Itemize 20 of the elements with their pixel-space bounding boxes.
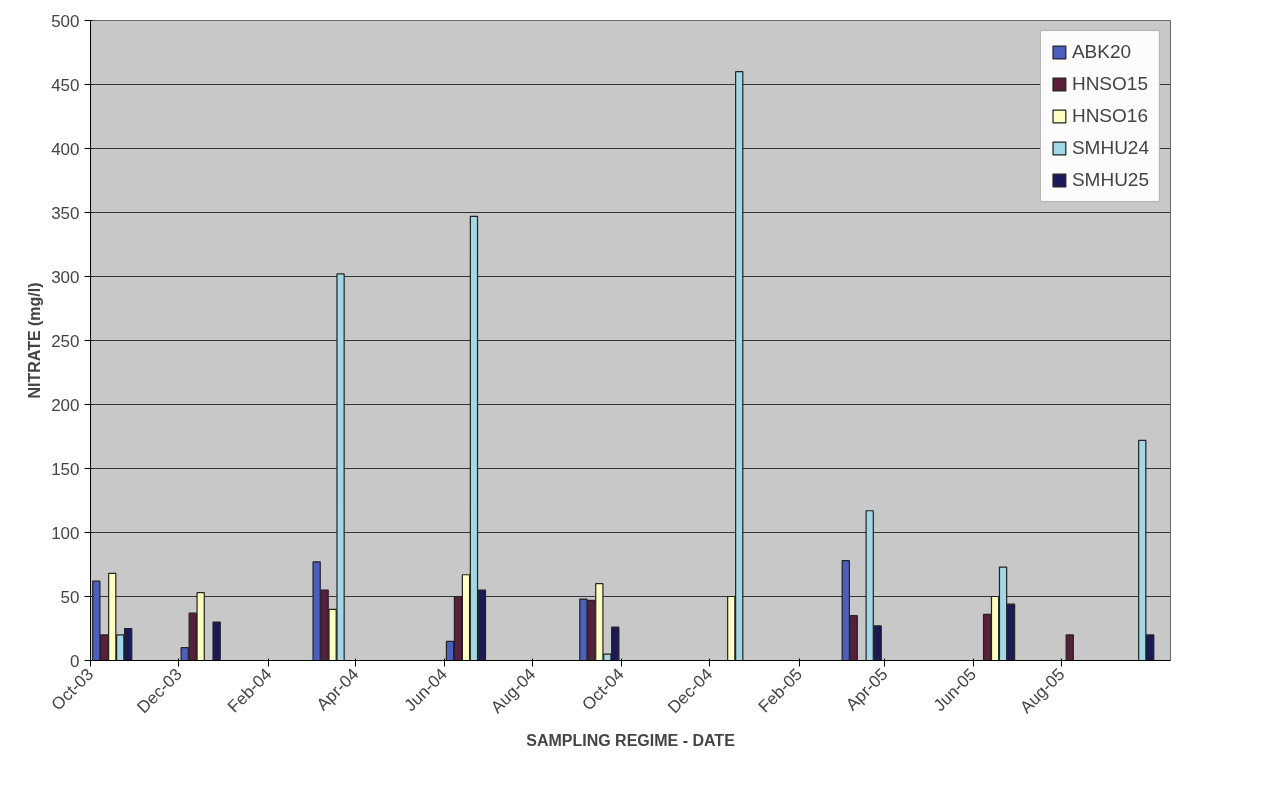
legend-label: SMHU25 <box>1071 169 1149 191</box>
y-tick-label: 400 <box>51 139 80 159</box>
x-axis-title: SAMPLING REGIME - DATE <box>526 731 736 749</box>
legend-label: HNSO16 <box>1071 105 1148 127</box>
bar <box>212 621 221 661</box>
y-tick-label: 100 <box>51 523 80 543</box>
y-tick-label: 450 <box>51 75 80 95</box>
y-axis-title: NITRATE (mg/l) <box>26 282 44 399</box>
y-tick-label: 200 <box>51 395 80 415</box>
y-tick-label: 150 <box>51 459 80 479</box>
legend-label: ABK20 <box>1071 41 1132 63</box>
legend-label: SMHU24 <box>1071 137 1149 159</box>
y-tick-label: 250 <box>51 331 80 351</box>
y-tick-label: 500 <box>51 11 80 31</box>
y-tick-label: 300 <box>51 267 80 287</box>
y-tick-label: 50 <box>60 587 80 607</box>
y-tick-label: 350 <box>51 203 80 223</box>
y-tick-label: 0 <box>70 651 80 671</box>
bar <box>1065 634 1074 661</box>
legend-label: HNSO15 <box>1071 73 1148 95</box>
